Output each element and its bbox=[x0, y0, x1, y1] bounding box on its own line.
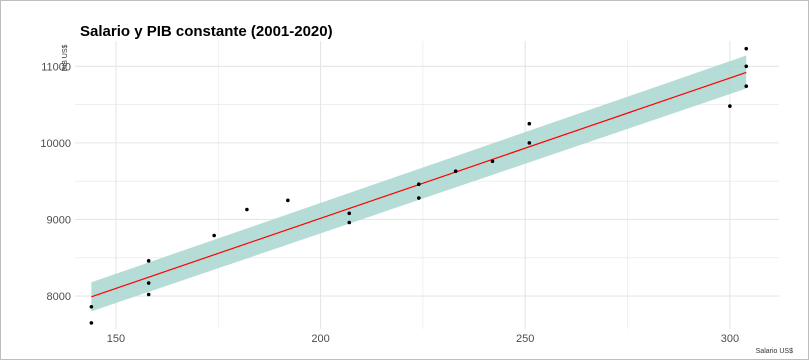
y-tick-label: 11000 bbox=[41, 61, 71, 73]
data-point bbox=[245, 207, 249, 212]
data-point bbox=[490, 159, 495, 164]
x-tick-label: 300 bbox=[721, 333, 739, 345]
x-tick-label: 150 bbox=[107, 333, 125, 345]
data-point bbox=[417, 182, 421, 187]
data-point bbox=[744, 84, 749, 88]
x-tick-label: 200 bbox=[311, 333, 329, 345]
tick-labels-layer: 150 200 250 300 8000 9000 10000 11000 bbox=[40, 61, 739, 345]
data-point bbox=[146, 292, 151, 297]
chart-title: Salario y PIB constante (2001-2020) bbox=[80, 23, 333, 40]
data-point bbox=[212, 233, 216, 238]
data-point bbox=[347, 211, 352, 216]
data-point bbox=[146, 259, 151, 263]
data-point bbox=[744, 64, 749, 69]
data-point bbox=[728, 104, 732, 108]
x-tick-label: 250 bbox=[516, 333, 534, 345]
y-tick-label: 8000 bbox=[47, 291, 71, 303]
data-point bbox=[527, 121, 532, 126]
data-point bbox=[89, 304, 94, 309]
data-point bbox=[347, 220, 352, 225]
y-axis-label: PIB US$ bbox=[62, 44, 69, 71]
data-point bbox=[286, 198, 290, 203]
data-point bbox=[146, 281, 151, 285]
data-point bbox=[527, 141, 532, 145]
grid-layer bbox=[75, 41, 779, 329]
data-point bbox=[744, 46, 749, 51]
data-point bbox=[89, 321, 94, 325]
data-point bbox=[417, 196, 421, 200]
x-axis-label: Salario US$ bbox=[756, 348, 793, 355]
data-point bbox=[453, 169, 458, 174]
data-points-layer bbox=[89, 46, 749, 325]
y-tick-label: 10000 bbox=[40, 138, 71, 150]
y-tick-label: 9000 bbox=[47, 214, 71, 226]
